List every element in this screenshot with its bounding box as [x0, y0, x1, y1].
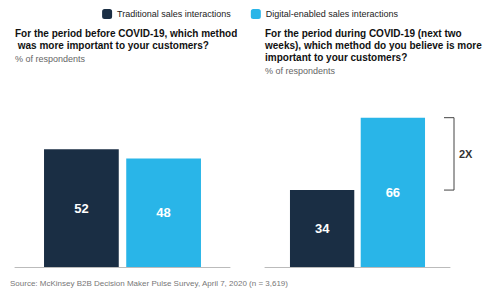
svg-text:34: 34 [315, 221, 330, 236]
svg-text:48: 48 [156, 205, 170, 220]
svg-text:For the period during COVID-19: For the period during COVID-19 (next two [265, 28, 464, 39]
svg-text:weeks), which method do you be: weeks), which method do you believe is m… [264, 40, 485, 51]
svg-text:2X: 2X [459, 148, 473, 160]
svg-text:66: 66 [386, 185, 400, 200]
svg-text:% of respondents: % of respondents [15, 54, 86, 64]
svg-text:% of respondents: % of respondents [265, 66, 336, 76]
svg-text:Traditional sales interactions: Traditional sales interactions [117, 9, 231, 19]
svg-text:Digital-enabled sales interact: Digital-enabled sales interactions [266, 9, 399, 19]
svg-text:important to your customers?: important to your customers? [265, 52, 407, 63]
svg-text:52: 52 [74, 201, 88, 216]
svg-text:Source: McKinsey B2B Decision: Source: McKinsey B2B Decision Maker Puls… [10, 279, 288, 288]
svg-text:was more important to your cus: was more important to your customers? [15, 40, 209, 51]
svg-text:For the period before COVID-19: For the period before COVID-19, which me… [15, 28, 237, 39]
